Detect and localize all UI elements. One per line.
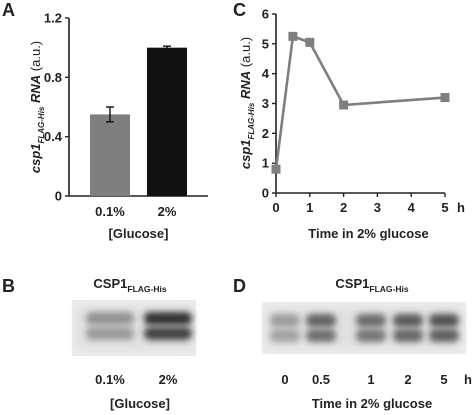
ylabel-gene: csp1 (238, 140, 253, 170)
ylabel-rna: RNA (238, 71, 253, 99)
panel-label-b: B (2, 276, 15, 296)
ylabel-subscript: FLAG-His (37, 106, 46, 143)
blot-band-upper (270, 314, 300, 327)
y-tick-label: 4 (262, 66, 270, 81)
panel-a-ylabel: csp1FLAG-His RNA (a.u.) (28, 41, 46, 173)
lane-label: 1 (367, 372, 374, 387)
blot-band-upper (86, 312, 134, 325)
blot-b-title: CSP1FLAG-His (93, 276, 166, 294)
panel-label-c: C (233, 0, 246, 20)
blot-band-upper (393, 314, 423, 327)
blot-x-title: Time in 2% glucose (312, 396, 432, 411)
ylabel-unit: (a.u.) (28, 41, 43, 71)
x-unit-label: h (457, 200, 465, 215)
y-tick-label: 2 (262, 126, 269, 141)
y-tick-label: 6 (262, 7, 269, 22)
y-tick-label: 1.2 (44, 11, 62, 26)
blot-band-lower (429, 329, 459, 342)
panel-label-d: D (233, 276, 246, 296)
ylabel-unit: (a.u.) (238, 37, 253, 67)
blot-band-lower (306, 329, 336, 342)
x-tick-label: 2 (340, 200, 347, 215)
data-point (288, 31, 298, 41)
lane-label: 0 (281, 372, 288, 387)
x-tick-label: 5 (441, 200, 448, 215)
lane-unit-label: h (464, 372, 472, 387)
blot-band-upper (429, 314, 459, 327)
data-point (339, 100, 349, 110)
series-line (274, 34, 446, 170)
lane-label: 0.5 (312, 372, 330, 387)
lane-label: 5 (440, 372, 447, 387)
y-tick-label: 1 (262, 156, 269, 171)
blot-band-lower (270, 329, 300, 342)
blot-band-lower (356, 329, 386, 342)
x-category-label: 0.1% (95, 204, 125, 219)
lane-label: 0.1% (95, 372, 125, 387)
y-tick-label: 0.8 (44, 70, 62, 85)
ylabel-gene: csp1 (28, 144, 43, 174)
blot-band-lower (393, 329, 423, 342)
ylabel-rna: RNA (28, 75, 43, 103)
x-axis-title: [Glucose] (109, 226, 169, 241)
blot-band-upper (144, 312, 192, 325)
y-tick-label: 0 (262, 186, 269, 201)
blot-band-upper (356, 314, 386, 327)
blot-d: 0 0.5 1 2 5 h Time in 2% glucose (262, 302, 472, 411)
bar-1 (90, 114, 130, 196)
ylabel-subscript: FLAG-His (247, 102, 256, 139)
x-tick-label: 0 (272, 200, 279, 215)
svg-text:csp1FLAG-His RNA (a.u.): csp1FLAG-His RNA (a.u.) (28, 41, 46, 173)
data-point (271, 164, 281, 174)
blot-x-title: [Glucose] (110, 396, 170, 411)
svg-text:csp1FLAG-His RNA (a.u.): csp1FLAG-His RNA (a.u.) (238, 37, 256, 169)
data-point (305, 37, 315, 47)
y-tick-label: 0 (55, 189, 62, 204)
x-axis-title: Time in 2% glucose (308, 226, 428, 241)
lane-label: 2% (159, 372, 178, 387)
x-tick-label: 3 (374, 200, 381, 215)
x-category-label: 2% (158, 204, 177, 219)
blot-band-upper (306, 314, 336, 327)
lane-label: 2 (404, 372, 411, 387)
blot-band-lower (86, 327, 134, 340)
blot-band-lower (144, 327, 192, 340)
blot-b: 0.1% 2% [Glucose] (72, 300, 196, 411)
data-point (440, 93, 450, 103)
y-tick-label: 5 (262, 36, 269, 51)
x-tick-label: 1 (306, 200, 313, 215)
y-tick-label: 3 (262, 96, 269, 111)
blot-d-title: CSP1FLAG-His (335, 276, 408, 294)
y-tick-label: 0.4 (44, 129, 63, 144)
panel-a-chart: 0 0.4 0.8 1.2 0.1% 2% [Glucose] (44, 11, 208, 241)
panel-label-a: A (2, 0, 15, 20)
bar-2 (147, 47, 187, 196)
x-tick-label: 4 (408, 200, 416, 215)
panel-c-ylabel: csp1FLAG-His RNA (a.u.) (238, 37, 256, 169)
